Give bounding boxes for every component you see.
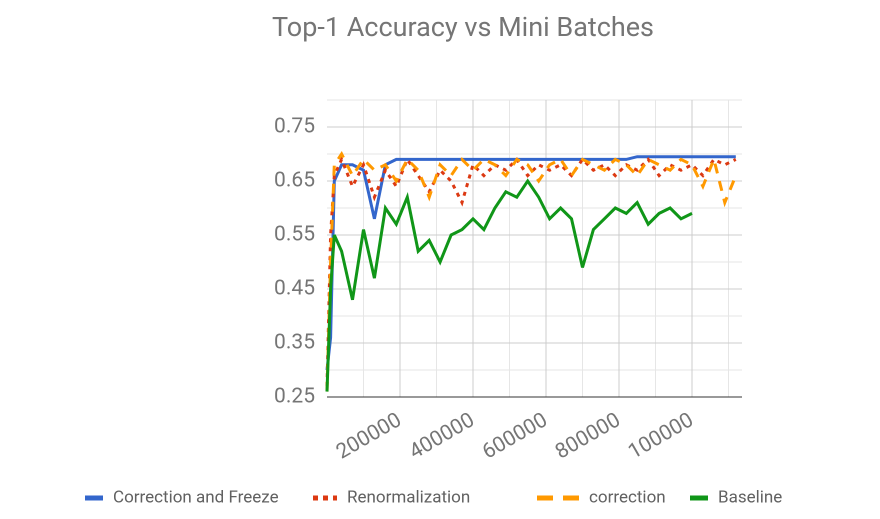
y-tick-label: 0.75 <box>274 115 315 139</box>
series-line <box>325 151 738 392</box>
x-tick-label: 100000 <box>624 408 697 464</box>
y-tick-label: 0.35 <box>274 331 315 355</box>
series-line <box>325 155 737 387</box>
x-tick-label: 200000 <box>332 408 405 464</box>
y-tick-label: 0.55 <box>274 223 315 247</box>
y-tick-label: 0.65 <box>274 169 315 193</box>
x-tick-label: 800000 <box>551 408 624 464</box>
legend-label: Correction and Freeze <box>113 487 279 507</box>
legend-label: Baseline <box>718 487 782 507</box>
legend-label: correction <box>589 487 666 507</box>
y-tick-label: 0.45 <box>274 277 315 301</box>
y-tick-label: 0.25 <box>274 385 315 409</box>
series-line <box>325 178 693 392</box>
legend-label: Renormalization <box>347 487 470 507</box>
chart-title: Top-1 Accuracy vs Mini Batches <box>272 11 654 43</box>
x-tick-label: 400000 <box>405 408 478 464</box>
x-tick-label: 600000 <box>478 408 551 464</box>
series-line <box>325 155 736 371</box>
